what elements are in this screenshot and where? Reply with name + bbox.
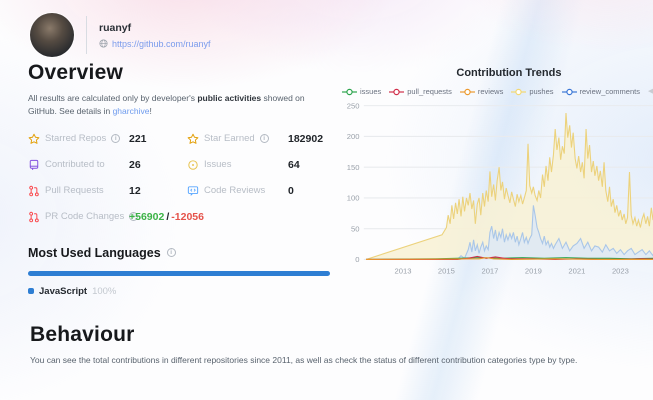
stat-label: PR Code Changes bbox=[45, 211, 125, 222]
svg-text:50: 50 bbox=[351, 224, 359, 233]
language-item-javascript: JavaScript 100% bbox=[28, 286, 330, 297]
chart-title: Contribution Trends bbox=[456, 67, 562, 79]
svg-text:2019: 2019 bbox=[525, 267, 542, 276]
stat-contributed-to: Contributed to bbox=[28, 159, 129, 171]
language-percent: 100% bbox=[92, 285, 117, 297]
stat-value-pr-code-changes: +56902/-12056 bbox=[129, 211, 330, 223]
stat-label: Issues bbox=[204, 159, 232, 170]
legend-label: reviews bbox=[477, 87, 504, 96]
star-icon bbox=[28, 133, 40, 144]
avatar[interactable] bbox=[30, 13, 74, 57]
svg-text:2015: 2015 bbox=[438, 267, 455, 276]
stat-value-star-earned: 182902 bbox=[288, 132, 324, 145]
stat-issues: Issues bbox=[187, 159, 288, 171]
legend-item-review_comments[interactable]: review_comments bbox=[561, 87, 640, 96]
stat-value-issues: 64 bbox=[288, 158, 300, 171]
pushes-legend-marker bbox=[511, 88, 527, 95]
repo-icon bbox=[29, 159, 39, 170]
stat-starred-repos: Starred Repos bbox=[28, 133, 129, 145]
language-name: JavaScript bbox=[39, 285, 88, 297]
info-icon[interactable] bbox=[166, 248, 176, 257]
stat-label: Code Reviews bbox=[204, 185, 266, 196]
profile-header: ruanyf https://github.com/ruanyf bbox=[0, 0, 653, 57]
reviews-legend-marker bbox=[459, 88, 475, 95]
svg-text:100: 100 bbox=[347, 194, 360, 203]
review_comments-legend-marker bbox=[561, 88, 577, 95]
behaviour-title: Behaviour bbox=[30, 322, 135, 346]
stat-value-starred-repos: 221 bbox=[129, 132, 147, 145]
stat-pr-code-changes: PR Code Changes bbox=[28, 211, 139, 223]
issues-legend-marker bbox=[342, 88, 357, 95]
diff-separator: / bbox=[166, 210, 170, 223]
overview-desc-text3: ! bbox=[149, 105, 152, 116]
language-color-dot bbox=[28, 288, 34, 294]
contribution-trends-panel: Contribution Trends issues pull_requests r… bbox=[342, 61, 653, 286]
legend-item-pull_requests[interactable]: pull_requests bbox=[389, 87, 452, 96]
legend-pager: ◀ 1/2 ▶ bbox=[648, 87, 653, 96]
svg-text:2017: 2017 bbox=[481, 267, 498, 276]
chart-legend: issues pull_requests reviews pushes review_c… bbox=[342, 87, 653, 96]
code-review-icon bbox=[187, 185, 199, 196]
legend-label: issues bbox=[360, 87, 382, 96]
issue-icon bbox=[188, 159, 198, 170]
pull_requests-legend-marker bbox=[389, 88, 405, 95]
svg-text:0: 0 bbox=[355, 255, 359, 264]
most-used-languages-title: Most Used Languages bbox=[28, 246, 330, 260]
svg-text:2013: 2013 bbox=[395, 267, 412, 276]
legend-item-pushes[interactable]: pushes bbox=[511, 87, 554, 96]
stat-label: Star Earned bbox=[204, 133, 255, 144]
svg-text:2023: 2023 bbox=[612, 267, 629, 276]
pull-request-icon bbox=[29, 185, 39, 196]
stat-value-code-reviews: 0 bbox=[288, 184, 294, 197]
stat-code-reviews: Code Reviews bbox=[187, 185, 288, 197]
overview-desc-text2: showed on GitHub. See details in bbox=[28, 93, 305, 116]
stat-star-earned: Star Earned bbox=[187, 133, 288, 145]
profile-url-link[interactable]: https://github.com/ruanyf bbox=[112, 38, 211, 49]
legend-label: review_comments bbox=[579, 87, 640, 96]
svg-text:200: 200 bbox=[347, 132, 360, 141]
contribution-trends-chart[interactable]: 0501001502002502013201520172019202120232… bbox=[342, 98, 653, 286]
stat-value-pull-requests: 12 bbox=[129, 184, 141, 197]
stats-grid: Starred Repos 221 Star Earned 182902 Con… bbox=[28, 133, 330, 223]
deletions: -12056 bbox=[171, 210, 204, 223]
language-percentage-bar bbox=[28, 270, 330, 276]
legend-item-reviews[interactable]: reviews bbox=[459, 87, 504, 96]
languages-title-text: Most Used Languages bbox=[28, 245, 161, 260]
svg-text:2021: 2021 bbox=[568, 267, 585, 276]
overview-desc-bold: public activities bbox=[197, 93, 262, 103]
star-icon bbox=[187, 133, 199, 144]
pull-request-icon bbox=[29, 211, 39, 222]
svg-text:150: 150 bbox=[347, 163, 360, 172]
stat-pull-requests: Pull Requests bbox=[28, 185, 129, 197]
overview-description: All results are calculated only by devel… bbox=[28, 92, 328, 118]
header-divider bbox=[86, 16, 87, 54]
info-icon[interactable] bbox=[111, 134, 121, 143]
stat-label: Starred Repos bbox=[45, 133, 107, 144]
stat-value-contributed-to: 26 bbox=[129, 158, 141, 171]
username: ruanyf bbox=[99, 21, 132, 34]
svg-text:250: 250 bbox=[347, 101, 360, 110]
info-icon[interactable] bbox=[129, 212, 139, 221]
gharchive-link[interactable]: gharchive bbox=[112, 105, 150, 116]
stat-label: Pull Requests bbox=[45, 185, 104, 196]
behaviour-description: You can see the total contributions in d… bbox=[30, 354, 578, 365]
legend-label: pushes bbox=[529, 87, 554, 96]
overview-title: Overview bbox=[28, 61, 123, 84]
stat-label: Contributed to bbox=[45, 159, 105, 170]
info-icon[interactable] bbox=[259, 134, 269, 143]
overview-desc-text: All results are calculated only by devel… bbox=[28, 93, 198, 103]
legend-item-issues[interactable]: issues bbox=[342, 87, 381, 96]
additions: +56902 bbox=[129, 210, 165, 223]
prev-page-icon[interactable]: ◀ bbox=[647, 88, 653, 95]
legend-label: pull_requests bbox=[407, 87, 452, 96]
globe-icon bbox=[99, 39, 108, 48]
behaviour-section: Behaviour You can see the total contribu… bbox=[0, 323, 653, 365]
